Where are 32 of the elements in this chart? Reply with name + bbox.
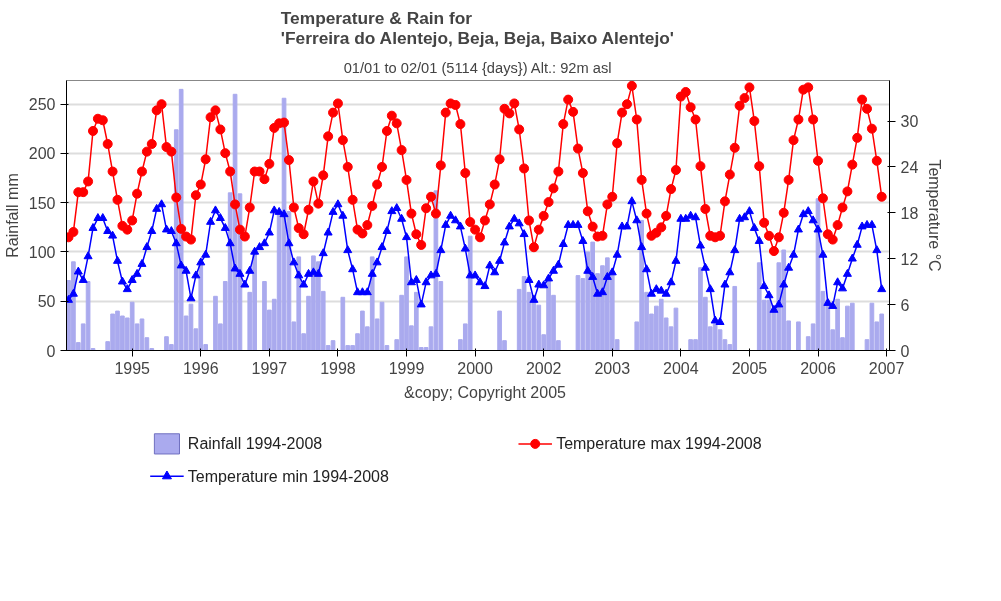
- y2-tick-label: 0: [900, 342, 910, 360]
- y-tick-label: 150: [28, 194, 56, 212]
- x-tick-label: 2003: [594, 359, 631, 377]
- x-tick-label: 1996: [182, 359, 219, 377]
- y2-tick-label: 24: [900, 158, 919, 176]
- x-tick-label: 1998: [320, 359, 356, 377]
- x-tick-label: 2002: [525, 359, 562, 377]
- y-tick-label: 0: [46, 342, 56, 360]
- x-tick-label: 1997: [251, 359, 288, 377]
- y-tick-label: 250: [28, 96, 56, 114]
- chart-subtitle: 01/01 to 02/01 (5114 {days}) Alt.: 92m asl: [343, 59, 612, 76]
- y2-axis-title: Temperature °C: [926, 159, 944, 272]
- y2-tick-label: 30: [900, 113, 919, 131]
- legend-label: Temperature max 1994-2008: [556, 435, 762, 453]
- chart-title: Temperature & Rain for 'Ferreira do Alentejo, Beja, Beja, Baixo Alentejo': [280, 7, 674, 48]
- x-tick-label: 2006: [800, 359, 836, 377]
- y-axis-title: Rainfall mm: [3, 173, 21, 258]
- x-tick-label: 1995: [114, 359, 151, 377]
- legend-label: Rainfall 1994-2008: [187, 435, 323, 453]
- text: &copy; Copyright 2005: [404, 383, 567, 401]
- legend-label: Temperature min 1994-2008: [187, 467, 389, 485]
- y2-tick-label: 18: [900, 204, 919, 222]
- y2-tick-label: 12: [900, 250, 919, 268]
- y2-tick-label: 6: [900, 296, 910, 314]
- x-tick-label: 2007: [868, 359, 905, 377]
- x-tick-label: 2000: [457, 359, 493, 377]
- y-tick-label: 100: [28, 243, 56, 261]
- y-tick-label: 200: [28, 145, 56, 163]
- y-tick-label: 50: [37, 293, 56, 311]
- x-tick-label: 2004: [663, 359, 699, 377]
- x-tick-label: 1999: [388, 359, 425, 377]
- x-tick-label: 2005: [731, 359, 768, 377]
